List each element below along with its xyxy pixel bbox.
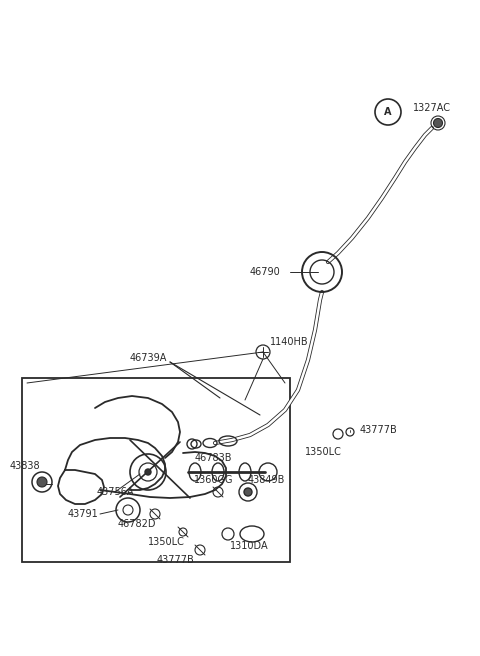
Bar	[22, 378, 290, 562]
Text: 43777B: 43777B	[360, 425, 398, 435]
Circle shape	[433, 119, 443, 127]
Text: 43791: 43791	[68, 509, 99, 519]
Text: 46782D: 46782D	[118, 519, 156, 529]
Text: 1140HB: 1140HB	[270, 337, 309, 347]
Text: 1350LC: 1350LC	[148, 537, 185, 547]
Text: 46739A: 46739A	[130, 353, 168, 363]
Circle shape	[37, 477, 47, 487]
Text: 46790: 46790	[250, 267, 281, 277]
Text: 46783B: 46783B	[195, 453, 232, 463]
Text: 1350LC: 1350LC	[305, 447, 342, 457]
Circle shape	[244, 488, 252, 496]
Text: 1360GG: 1360GG	[194, 475, 233, 485]
Text: 1327AC: 1327AC	[413, 103, 451, 113]
Text: 43777B: 43777B	[156, 555, 194, 565]
Text: A: A	[384, 107, 392, 117]
Circle shape	[145, 469, 151, 475]
Text: 43838: 43838	[10, 461, 41, 471]
Text: 43756A: 43756A	[97, 487, 134, 497]
Text: 43849B: 43849B	[248, 475, 286, 485]
Text: 1310DA: 1310DA	[230, 541, 269, 551]
